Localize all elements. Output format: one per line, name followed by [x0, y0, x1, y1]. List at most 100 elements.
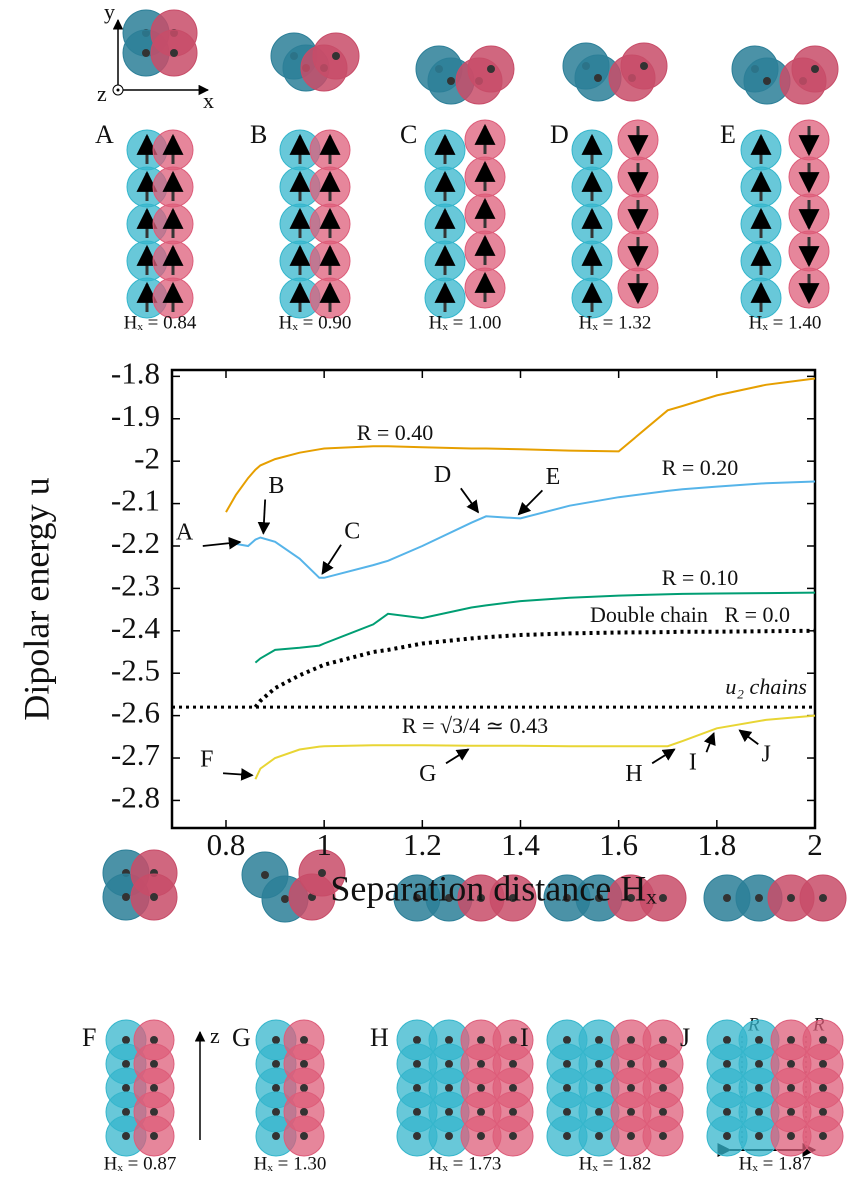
sphere-core	[787, 894, 795, 902]
sphere-core	[509, 1060, 517, 1068]
sphere-core	[640, 62, 648, 70]
sphere-core	[150, 1036, 158, 1044]
panel-hx: Hₓ = 0.84	[124, 312, 197, 333]
annotation-arrow	[202, 536, 242, 550]
sphere-core	[272, 1060, 280, 1068]
sphere-core	[723, 894, 731, 902]
sphere-core	[755, 1036, 763, 1044]
z-label: z	[210, 1023, 220, 1048]
sphere-core	[300, 1060, 308, 1068]
annotation-label: G	[419, 761, 436, 787]
sphere-core	[413, 1132, 421, 1140]
sphere-core	[563, 1132, 571, 1140]
sphere-core	[563, 1084, 571, 1092]
sphere-core	[763, 77, 771, 85]
sphere-core	[487, 65, 495, 73]
sphere-core	[811, 65, 819, 73]
sphere-core	[627, 894, 635, 902]
panel-hx: Hₓ = 1.82	[579, 1153, 652, 1174]
annotation-label: H	[625, 761, 642, 787]
sphere-core	[413, 1036, 421, 1044]
sphere-core	[477, 1132, 485, 1140]
sphere-core	[150, 1084, 158, 1092]
sphere-core	[787, 1108, 795, 1116]
y-axis-label: Dipolar energy u	[16, 477, 56, 720]
sphere-core	[122, 1108, 130, 1116]
annotation-label: J	[761, 742, 770, 768]
sphere-core	[595, 1036, 603, 1044]
sphere-core	[627, 1060, 635, 1068]
sphere-core	[272, 1036, 280, 1044]
sphere-core	[150, 1108, 158, 1116]
sphere-core	[445, 1132, 453, 1140]
sphere-core	[659, 894, 667, 902]
sphere-core	[659, 1060, 667, 1068]
sphere-core	[723, 1084, 731, 1092]
panel-letter: H	[370, 1023, 389, 1052]
sphere-core	[563, 1036, 571, 1044]
sphere-core	[272, 1132, 280, 1140]
annotation-arrow	[738, 729, 759, 745]
y-tick-label: -2.8	[111, 780, 160, 815]
sphere-core	[787, 1084, 795, 1092]
sphere-core	[509, 1132, 517, 1140]
sphere-core	[477, 1084, 485, 1092]
annotation-arrow	[703, 732, 716, 753]
x-tick-label: 1	[316, 827, 332, 862]
sphere-core	[723, 1108, 731, 1116]
annotation-label: I	[689, 750, 697, 776]
series-line	[235, 480, 816, 579]
sphere-core	[300, 1132, 308, 1140]
sphere-core	[261, 871, 269, 879]
annotation-arrow	[222, 768, 254, 781]
sphere-core	[272, 1084, 280, 1092]
x-tick-label: 1.8	[697, 827, 736, 862]
y-tick-label: -2.1	[111, 483, 160, 518]
annotation-label: C	[344, 518, 360, 544]
sphere-core	[595, 894, 603, 902]
sphere-core	[627, 1036, 635, 1044]
y-tick-label: -1.9	[111, 398, 160, 433]
sphere-core	[819, 1036, 827, 1044]
sphere-core	[122, 1084, 130, 1092]
sphere-core	[755, 894, 763, 902]
sphere-core	[627, 1132, 635, 1140]
series-label: R = 0.10	[662, 565, 739, 590]
sphere-core	[413, 894, 421, 902]
sphere-core	[787, 1060, 795, 1068]
panel-letter: I	[520, 1023, 529, 1052]
series-line	[225, 377, 816, 513]
sphere-core	[170, 49, 178, 57]
sphere-core	[755, 1084, 763, 1092]
sphere-core	[723, 1132, 731, 1140]
series-line	[254, 714, 816, 780]
series-label: R = √3/4 ≃ 0.43	[402, 713, 548, 738]
x-tick-label: 2	[807, 827, 823, 862]
axis-dot	[116, 88, 120, 92]
annotation-label: F	[200, 747, 213, 773]
annotation-arrow	[651, 748, 676, 765]
annotation-arrow	[321, 544, 342, 575]
axis-z: z	[97, 81, 107, 106]
annotation-arrow	[517, 489, 544, 516]
panel-letter: E	[720, 120, 736, 149]
annotation-arrow	[460, 487, 479, 514]
y-tick-label: -2.4	[111, 610, 161, 645]
sphere-core	[318, 869, 326, 877]
sphere-core	[445, 1084, 453, 1092]
sphere-core	[509, 1108, 517, 1116]
panel-letter: G	[232, 1023, 251, 1052]
sphere-core	[413, 1084, 421, 1092]
sphere-core	[445, 1060, 453, 1068]
series-label: R = 0.40	[357, 420, 434, 445]
panel-hx: Hₓ = 1.73	[429, 1153, 502, 1174]
x-tick-label: 1.2	[403, 827, 442, 862]
sphere-core	[563, 894, 571, 902]
sphere-core	[819, 1084, 827, 1092]
sphere-core	[413, 1108, 421, 1116]
panel-hx: Hₓ = 0.90	[279, 312, 352, 333]
x-tick-label: 1.4	[501, 827, 540, 862]
sphere-core	[447, 77, 455, 85]
sphere-core	[272, 1108, 280, 1116]
axis-x: x	[203, 88, 214, 113]
